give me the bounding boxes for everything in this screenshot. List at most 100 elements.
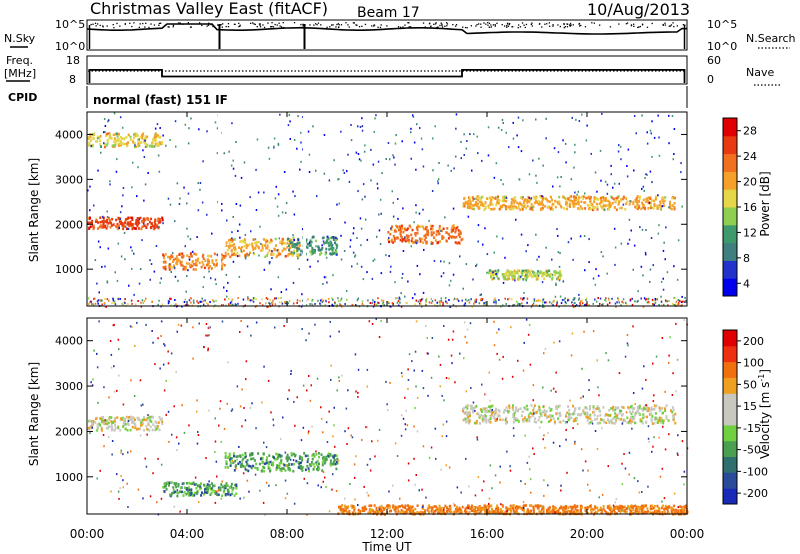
velocity-cell (460, 511, 463, 514)
velocity-cell (661, 419, 664, 422)
velocity-cell (573, 504, 576, 507)
velocity-cell (318, 467, 321, 471)
power-cell (225, 244, 228, 248)
velocity-cell (519, 506, 522, 510)
search-dot (670, 24, 673, 26)
power-cell (128, 284, 130, 287)
velocity-cell (656, 510, 659, 513)
velocity-cell (438, 504, 441, 508)
power-cell (518, 303, 521, 306)
power-cell (387, 238, 390, 242)
power-cell (105, 227, 108, 230)
velocity-cell (513, 417, 516, 421)
power-cell (677, 239, 680, 242)
search-dot (282, 22, 284, 24)
velocity-cell (617, 509, 620, 512)
power-cell (532, 271, 535, 275)
search-dot (116, 22, 118, 25)
power-cell (438, 227, 441, 231)
power-cell (101, 299, 103, 302)
power-cell (394, 281, 396, 284)
power-cell (557, 271, 560, 275)
power-cell (469, 204, 472, 208)
power-cell (451, 226, 454, 229)
power-cell (501, 304, 504, 307)
power-cell (410, 245, 412, 248)
velocity-cell (558, 506, 561, 510)
power-cell (404, 295, 406, 298)
power-cell (133, 293, 135, 296)
velocity-cell (632, 511, 635, 515)
power-cell (331, 297, 333, 300)
power-cell (618, 206, 621, 210)
velocity-cell (207, 488, 209, 491)
power-cell (93, 297, 95, 300)
velocity-cell (576, 511, 579, 514)
power-cell (140, 141, 143, 144)
velocity-cell (335, 454, 338, 457)
velocity-cell (244, 455, 247, 458)
power-cell (352, 232, 355, 235)
velocity-cell (462, 411, 465, 414)
search-dot (541, 26, 543, 28)
velocity-cell (295, 459, 298, 463)
power-cell (238, 275, 241, 278)
power-cell (339, 303, 341, 306)
power-cell (669, 202, 671, 206)
velocity-cell (634, 414, 636, 417)
power-cell (410, 239, 413, 243)
power-cell (459, 232, 462, 235)
freq-panel: Freq. [MHz] 18 8 60 0 Nave (4, 54, 780, 86)
power-cell (193, 301, 195, 304)
search-dot (221, 26, 223, 28)
velocity-cell (382, 506, 385, 510)
search-dot (544, 23, 546, 25)
power-cell (396, 297, 398, 300)
power-cell (556, 277, 559, 280)
velocity-cell (650, 412, 652, 415)
velocity-cell (224, 452, 227, 455)
power-cell (275, 185, 277, 188)
search-dot (280, 26, 283, 28)
search-dot (331, 24, 333, 26)
power-cell (233, 243, 235, 246)
power-cell (420, 302, 422, 305)
velocity-cell (491, 414, 494, 417)
velocity-cell (399, 511, 402, 515)
power-cell (673, 196, 676, 200)
power-cell (276, 205, 279, 208)
power-cell (533, 300, 536, 302)
velocity-cell (649, 408, 652, 412)
power-cell (651, 155, 653, 158)
velocity-cell (567, 506, 570, 509)
power-cell (638, 204, 641, 208)
power-cell (496, 201, 499, 205)
velocity-cell (608, 421, 611, 425)
velocity-cell (212, 484, 215, 488)
power-cell (329, 218, 331, 220)
velocity-cell (278, 462, 281, 465)
power-cell (403, 227, 406, 230)
power-cell (89, 209, 91, 212)
power-cell (456, 242, 459, 245)
velocity-cell (602, 418, 605, 422)
velocity-cell (642, 413, 645, 416)
power-cell (520, 203, 522, 206)
power-cell (221, 265, 224, 268)
velocity-cell (306, 482, 309, 485)
power-cell (322, 283, 324, 285)
power-cell (161, 218, 164, 222)
velocity-cell (409, 511, 412, 515)
search-dot (569, 24, 571, 27)
power-cell (537, 275, 540, 279)
power-cell (290, 243, 293, 246)
power-cell (622, 298, 625, 301)
power-cell (472, 278, 474, 281)
velocity-cell (470, 404, 473, 408)
search-dot (517, 27, 519, 29)
search-dot (599, 24, 601, 26)
power-cell (530, 197, 533, 200)
power-cell (458, 300, 460, 302)
power-cell (107, 247, 110, 250)
velocity-cell (585, 511, 588, 514)
